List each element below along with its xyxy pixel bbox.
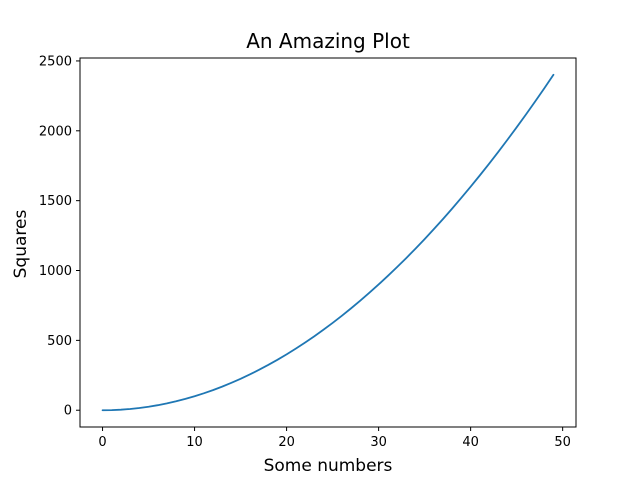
y-tick-label: 2500 [39, 54, 72, 69]
axes-frame [79, 57, 577, 428]
y-tick-label: 1500 [39, 194, 72, 209]
y-tick-label: 0 [64, 404, 72, 419]
y-axis-label: Squares [11, 210, 31, 279]
chart-title: An Amazing Plot [246, 29, 410, 53]
x-tick-label: 50 [554, 435, 571, 450]
y-tick-label: 2000 [39, 124, 72, 139]
x-tick-label: 40 [462, 435, 479, 450]
x-tick-label: 20 [278, 435, 295, 450]
x-tick-label: 10 [186, 435, 203, 450]
x-axis-label: Some numbers [264, 456, 393, 476]
x-tick-label: 30 [370, 435, 387, 450]
series-line-1 [101, 73, 555, 412]
y-tick-label: 1000 [39, 264, 72, 279]
y-tick-label: 500 [47, 334, 72, 349]
x-tick-label: 0 [98, 435, 106, 450]
